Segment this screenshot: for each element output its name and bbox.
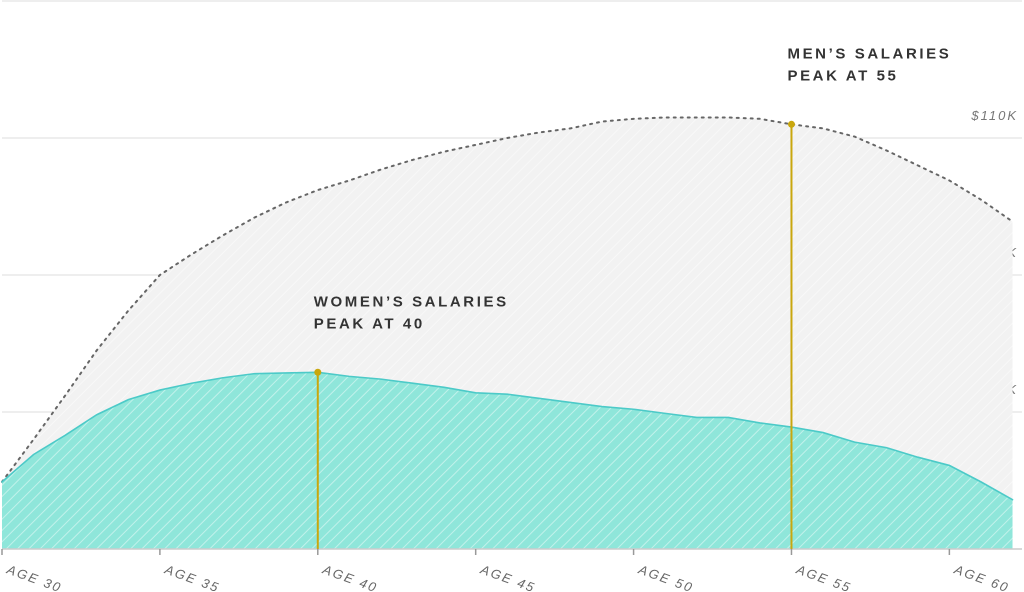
x-tick-label: AGE 55 (794, 561, 854, 592)
annotation-text: PEAK AT 55 (787, 67, 898, 84)
x-tick-label: AGE 60 (951, 561, 1011, 592)
y-tick-label: $110K (970, 108, 1018, 123)
x-tick-label: AGE 50 (636, 561, 696, 592)
annotation-dot (314, 368, 322, 376)
annotation-dot (787, 120, 795, 128)
series-line (1, 116, 1014, 483)
area-hatch (2, 372, 1013, 549)
x-tick-label: AGE 30 (4, 561, 64, 592)
series-line (1, 371, 1014, 501)
x-tick-label: AGE 35 (162, 561, 222, 592)
x-tick-label: AGE 40 (320, 561, 380, 592)
x-tick-label: AGE 45 (478, 561, 538, 592)
annotation-text: PEAK AT 40 (314, 315, 425, 332)
annotation-text: WOMEN’S SALARIES (314, 293, 509, 310)
annotation-text: MEN’S SALARIES (787, 45, 951, 62)
